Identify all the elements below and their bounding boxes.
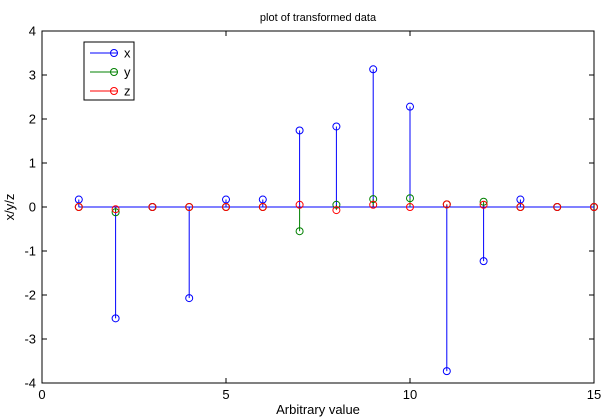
marker-z: [406, 203, 414, 211]
legend-box: [83, 41, 135, 101]
x-tick-label: 5: [222, 387, 229, 402]
marker-z: [185, 203, 194, 211]
marker-z: [258, 203, 267, 211]
marker-y: [111, 208, 120, 217]
marker-z: [553, 203, 562, 211]
marker-y: [406, 194, 414, 203]
marker-x: [369, 65, 378, 74]
marker-z: [442, 200, 451, 209]
marker-x: [185, 294, 194, 303]
y-tick-label: 1: [29, 156, 36, 171]
legend-marker-y: [110, 68, 118, 76]
legend-label-z: z: [124, 84, 131, 99]
marker-y: [479, 197, 488, 206]
chart-title: plot of transformed data: [260, 12, 377, 24]
y-tick-label: 3: [29, 68, 36, 83]
marker-x: [111, 314, 120, 323]
axis-ticks: 0 5 10 15 -4 -3 -2 -1 0 1 2 3 4: [24, 24, 601, 403]
y-tick-label: 0: [29, 200, 36, 215]
marker-z: [295, 200, 304, 209]
marker-z: [479, 200, 488, 209]
y-tick-label: -4: [24, 376, 36, 391]
marker-z: [222, 203, 230, 211]
y-tick-label: -1: [24, 244, 36, 259]
marker-z: [590, 203, 598, 211]
data-markers: [74, 65, 598, 376]
legend-label-x: x: [124, 46, 131, 61]
legend-label-y: y: [124, 65, 131, 80]
marker-x: [406, 102, 414, 111]
marker-x: [479, 257, 488, 266]
marker-z: [111, 205, 120, 214]
y-tick-label: 4: [29, 24, 36, 39]
marker-x: [442, 367, 451, 376]
x-tick-label: 10: [403, 387, 417, 402]
x-axis-label: Arbitrary value: [276, 402, 360, 417]
marker-x: [332, 122, 341, 131]
legend: xyz: [83, 41, 135, 101]
y-tick-label: -3: [24, 332, 36, 347]
marker-z: [369, 200, 378, 209]
marker-y: [369, 195, 378, 204]
y-axis-label: x/y/z: [2, 194, 17, 221]
marker-y: [295, 227, 304, 236]
marker-z: [74, 203, 83, 211]
marker-z: [332, 206, 341, 215]
legend-marker-x: [110, 49, 118, 57]
marker-x: [295, 126, 304, 135]
y-tick-label: 2: [29, 112, 36, 127]
legend-marker-z: [110, 87, 118, 95]
x-tick-label: 0: [38, 387, 45, 402]
marker-y: [332, 200, 341, 209]
marker-z: [516, 203, 525, 211]
y-tick-label: -2: [24, 288, 36, 303]
marker-z: [148, 203, 157, 211]
x-tick-label: 15: [587, 387, 601, 402]
